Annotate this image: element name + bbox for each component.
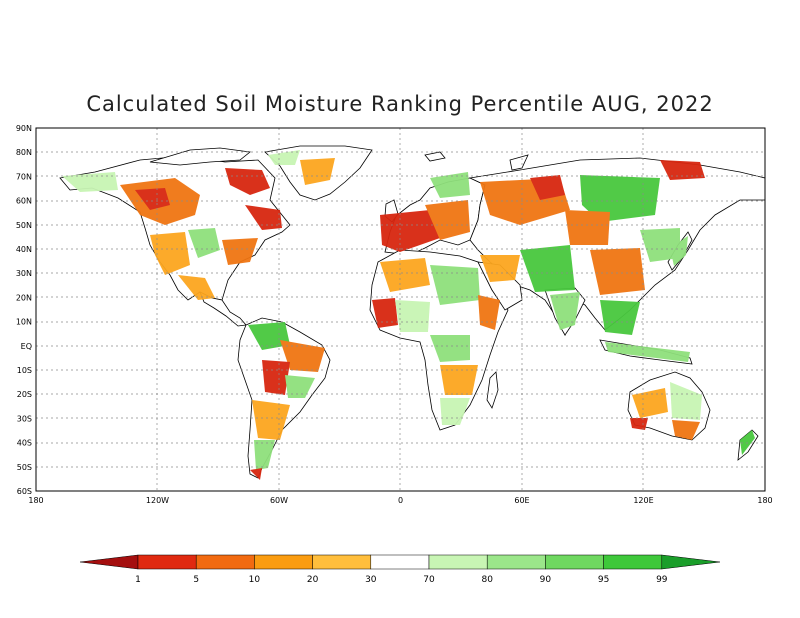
lat-tick-label: 70N: [16, 172, 32, 181]
colorbar-label: 5: [193, 575, 199, 585]
lat-tick-label: 80N: [16, 148, 32, 157]
wet-sahara: [430, 265, 480, 305]
wet-siberia: [580, 175, 660, 222]
lon-tick-label: 180: [28, 496, 43, 505]
dry-china: [590, 248, 645, 295]
lon-tick-label: 120W: [146, 496, 169, 505]
svalbard: [424, 151, 446, 162]
madagascar: [486, 371, 499, 409]
colorbar: 1 5 10 20 30 70 80 90 95 99: [79, 554, 721, 585]
lat-tick-label: 30N: [16, 269, 32, 278]
wet-india: [550, 292, 580, 330]
lat-tick-label: 60S: [17, 487, 32, 496]
dry-greenland: [300, 158, 335, 185]
lat-tick-label: 40N: [16, 245, 32, 254]
lat-tick-label: 20N: [16, 293, 32, 302]
dry-kazakhstan: [565, 210, 610, 245]
colorbar-bin: [137, 554, 197, 570]
wet-us-central: [188, 228, 220, 258]
dry-south-africa: [440, 365, 478, 395]
dry-north-africa: [380, 258, 430, 292]
dry-europe-central: [425, 200, 470, 240]
colorbar-label: 80: [481, 575, 493, 585]
colorbar-bin: [545, 554, 604, 570]
lat-tick-label: EQ: [21, 342, 32, 351]
colorbar-label: 10: [249, 575, 261, 585]
wet-japan: [670, 236, 688, 266]
lat-tick-label: 60N: [16, 197, 32, 206]
lon-axis: 180 120W 60W 0 60E 120E 180: [28, 496, 772, 505]
wet-west-africa: [395, 300, 430, 332]
dry-extreme-australia-sw: [630, 418, 648, 430]
wet-alaska: [62, 172, 118, 192]
lat-tick-label: 40S: [17, 439, 32, 448]
dry-tip: [250, 468, 262, 480]
wet-central-africa: [430, 335, 470, 362]
colorbar-bin: [312, 554, 372, 570]
dry-extreme-russia: [530, 175, 565, 200]
colorbar-bin: [195, 554, 255, 570]
dry-east-canada: [245, 205, 282, 230]
wet-brazil-south: [285, 375, 315, 398]
dry-east-africa: [478, 295, 500, 330]
wet-patagonia: [254, 440, 275, 470]
dry-extreme-west-africa: [372, 298, 398, 328]
lon-tick-label: 0: [398, 496, 403, 505]
colorbar-label: 90: [540, 575, 552, 585]
colorbar-label: 70: [423, 575, 435, 585]
wet-australia-east: [670, 382, 702, 420]
dry-bolivia: [262, 360, 290, 395]
colorbar-bin: [603, 554, 663, 570]
lon-tick-label: 180: [757, 496, 772, 505]
dry-extreme-europe-west: [380, 210, 440, 252]
map-title: Calculated Soil Moisture Ranking Percent…: [86, 92, 714, 116]
wet-central-asia: [520, 245, 575, 292]
arctic-archipelago: [149, 147, 251, 166]
graticule: [36, 128, 765, 491]
dry-us-east: [222, 238, 258, 265]
lon-tick-label: 60E: [514, 496, 529, 505]
lat-tick-label: 50N: [16, 221, 32, 230]
dry-middle-east: [480, 255, 520, 282]
colorbar-bin: [428, 554, 488, 570]
colorbar-label: 30: [365, 575, 377, 585]
lat-tick-label: 50S: [17, 463, 32, 472]
dry-extreme-east-siberia: [660, 160, 705, 180]
lat-tick-label: 10S: [17, 366, 32, 375]
colorbar-label: 1: [135, 575, 141, 585]
dry-extreme-canada-west: [135, 188, 170, 210]
wet-southeast-asia: [600, 300, 640, 335]
lat-axis: 90N 80N 70N 60N 50N 40N 30N 20N 10N EQ 10S 20S 30S 40…: [16, 124, 32, 496]
dry-australia-se: [672, 420, 700, 440]
colorbar-bin: [370, 554, 430, 570]
dry-argentina: [252, 400, 290, 440]
dry-australia-west: [632, 388, 668, 418]
dry-extreme-hudson: [225, 168, 270, 195]
colorbar-label: 20: [307, 575, 319, 585]
lon-tick-label: 120E: [633, 496, 653, 505]
wet-indonesia: [605, 342, 690, 362]
lat-tick-label: 90N: [16, 124, 32, 133]
dry-brazil: [280, 340, 325, 372]
lat-tick-label: 30S: [17, 414, 32, 423]
wet-china-north: [640, 228, 680, 262]
dry-mexico: [178, 275, 215, 300]
anomaly-overlay: [62, 150, 755, 480]
lat-tick-label: 10N: [16, 318, 32, 327]
lat-tick-label: 20S: [17, 390, 32, 399]
colorbar-bin: [254, 554, 313, 570]
colorbar-label: 99: [656, 575, 668, 585]
colorbar-label: 95: [598, 575, 609, 585]
colorbar-high-arrow: [661, 554, 721, 570]
wet-scandinavia: [430, 172, 470, 198]
lon-tick-label: 60W: [270, 496, 288, 505]
colorbar-low-arrow: [79, 554, 139, 570]
wet-new-zealand: [740, 430, 755, 455]
wet-greenland-margin: [268, 150, 300, 165]
wet-amazon: [248, 322, 290, 350]
map-border: [35, 127, 766, 492]
dry-us-west: [150, 232, 190, 275]
colorbar-bin: [486, 554, 546, 570]
